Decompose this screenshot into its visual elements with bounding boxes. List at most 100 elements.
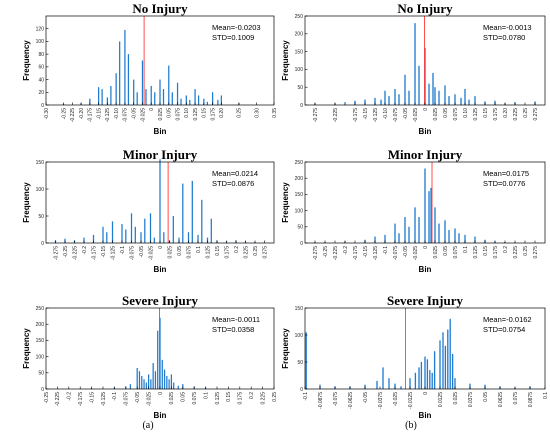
panel-2-x-tick-label: 0.10 [463,108,469,118]
panel-2-x-tick-label: 0.15 [483,108,489,118]
panel-1-bar [119,41,121,105]
panel-6-y-tick-label: 150 [295,306,304,312]
panel-3-bar [83,237,85,243]
panel-2-y-tick-label: 50 [297,85,303,91]
panel-2-x-tick-label: -0.05 [403,108,409,120]
panel-3-bar [178,237,180,243]
panel-3-bar [102,226,104,243]
panel-2-x-tick-label: -0.225 [333,108,339,122]
panel-3-bar [125,229,127,243]
panel-1-std-annotation: STD=0.1009 [212,33,254,42]
panel-4-y-axis-label: Frequency [281,182,290,223]
panel-5-bar [152,363,154,389]
panel-1-y-tick-label: 20 [38,90,44,96]
panel-1-bar [101,89,103,105]
panel-5-bar [136,367,138,389]
panel-2-bar [344,102,346,105]
panel-5-x-tick-label: 0.075 [192,392,198,405]
panel-5-y-tick-label: 50 [38,371,44,377]
panel-6-bar [439,340,441,389]
panel-4-bar [408,226,410,243]
panel-6-x-tick-label: 0 [423,392,429,395]
panel-5-x-tick-label: -0.225 [55,392,61,406]
panel-2-bar [398,94,400,105]
panel-2-x-tick-label: 0 [423,108,429,111]
panel-4-bar [414,207,416,243]
panel-6-x-tick-label: -0.075 [333,392,339,406]
panel-2-bar [424,48,426,105]
panel-1-bar [197,95,200,105]
panel-1-x-tick-label: 0.075 [175,108,181,121]
panel-1-bar [89,98,91,105]
panel-1-title: No Injury [132,1,188,16]
panel-1-mean-annotation: Mean=-0.0203 [212,23,261,32]
panel-6-bar [454,378,456,389]
panel-4-x-tick-label: -0.125 [373,246,379,260]
panel-3-x-tick-label: 0.075 [186,246,192,259]
panel-3-bar [121,224,123,243]
panel-2-bar [448,96,450,105]
panel-2-y-axis-label: Frequency [281,40,290,81]
panel-2-bar [444,85,446,105]
panel-3-title: Minor Injury [123,147,198,162]
panel-6-x-tick-label: 0.025 [453,392,459,405]
panel-4-bar [374,236,376,243]
panel-6-bar [388,378,390,389]
panel-1-x-tick-label: 0.10 [184,108,190,118]
panel-6-bar [451,353,454,389]
panel-6-x-tick-label: -0.025 [393,392,399,406]
panel-3-x-tick-label: -0.225 [72,246,78,260]
panel-2-x-tick-label: 0.225 [513,108,519,121]
panel-5-x-tick-label: 0.125 [215,392,221,405]
panel-2-x-tick-label: -0.175 [353,108,359,122]
panel-5-x-tick-label: 0.15 [226,392,232,402]
panel-3-bar [172,216,174,243]
panel-4-x-tick-label: -0.275 [313,246,319,260]
panel-3-x-tick-label: 0 [158,246,164,249]
panel-6-bar [414,372,417,389]
panel-3-std-annotation: STD=0.0876 [212,179,254,188]
panel-3-x-tick-label: -0.25 [63,246,69,258]
panel-1-bar [185,95,187,105]
panel-5-bar [154,371,157,389]
panel-5-x-axis-label: Bin [154,411,167,420]
panel-1-bar [171,92,173,105]
panel-2-y-tick-label: 100 [295,67,304,73]
panel-3-x-tick-label: -0.1 [120,246,126,255]
panel-2-y-tick-label: 200 [295,32,304,38]
panel-3-x-tick-label: 0.05 [177,246,183,256]
panel-4-y-tick-label: 200 [295,176,304,182]
panel-6-bar [400,386,402,389]
panel-3-bar [187,232,190,243]
panel-2-y-tick-label: 150 [295,49,304,55]
panel-4: Minor Injury 0 50 100 150 200 250 -0.275 -0.25 -0… [281,147,546,274]
panel-1: No Injury 0 20 40 60 80 100 120 -0.30 -0.25 -0.225… [22,1,278,136]
panel-3-x-tick-label: 0.1 [196,246,202,253]
panel-6-bar [449,318,451,389]
panel-1-x-tick-label: 0.175 [210,108,216,121]
panel-2-bar [384,90,386,105]
panel-5-y-tick-label: 150 [36,338,45,344]
panel-4-bar [438,223,440,243]
panel-3-bar [163,232,165,243]
panel-6-bar [376,380,378,389]
panel-2-x-axis-label: Bin [419,127,432,136]
panel-3-bar [210,218,212,243]
panel-5-bar [170,374,173,389]
panel-6-x-tick-label: -0.0375 [378,392,384,409]
panel-1-x-tick-label: -0.15 [96,108,102,120]
panel-4-x-tick-label: 0.175 [493,246,499,259]
panel-1-bar [127,54,130,105]
panel-5-x-tick-label: -0.25 [44,392,50,404]
panel-6-bar [431,372,433,389]
panel-4-std-annotation: STD=0.0776 [483,179,525,188]
panel-6-bar [424,356,426,389]
panel-2-x-tick-label: 0.20 [503,108,509,118]
panel-1-x-tick-label: -0.125 [105,108,111,122]
panel-4-x-tick-label: 0.125 [473,246,479,259]
panel-4-x-tick-label: -0.1 [383,246,389,255]
panel-1-bar [106,97,109,105]
panel-5-x-tick-label: 0 [158,392,164,395]
panel-5-x-tick-label: 0.225 [260,392,266,405]
panel-5-x-tick-label: 0.25 [272,392,278,402]
